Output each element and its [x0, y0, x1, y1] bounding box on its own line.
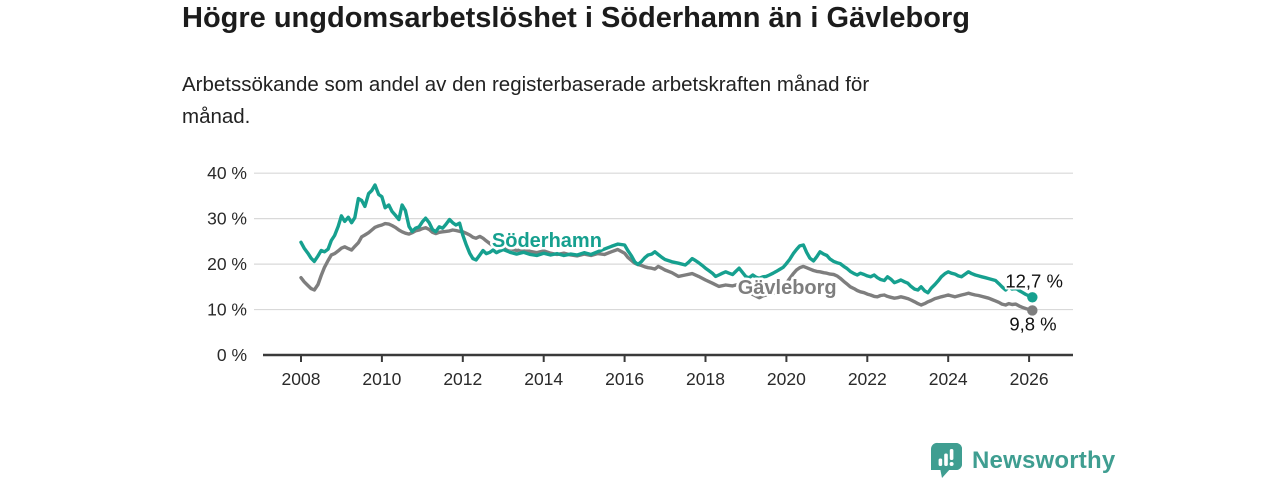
- y-tick-label: 40 %: [207, 163, 247, 183]
- y-tick-label: 20 %: [207, 254, 247, 274]
- soderhamn-end-dot: [1027, 292, 1038, 303]
- gavleborg-line: [299, 221, 1035, 313]
- gavleborg-inline-label: Gävleborg: [738, 277, 837, 299]
- chart-subtitle-line1: Arbetssökande som andel av den registerb…: [182, 73, 870, 96]
- bar-chart-speech-bubble-icon: [930, 442, 963, 479]
- newsworthy-logo[interactable]: Newsworthy: [930, 442, 1116, 479]
- x-tick-label: 2026: [1010, 369, 1049, 389]
- y-tick-label: 0 %: [217, 345, 247, 365]
- x-tick-label: 2018: [686, 369, 725, 389]
- soderhamn-line: [299, 183, 1035, 299]
- x-tick-label: 2010: [362, 369, 401, 389]
- x-tick-label: 2022: [848, 369, 887, 389]
- x-tick-label: 2008: [282, 369, 321, 389]
- gavleborg-value-label: 9,8 %: [1009, 313, 1056, 334]
- chart-title: Högre ungdomsarbetslöshet i Söderhamn än…: [182, 2, 970, 34]
- y-tick-label: 30 %: [207, 209, 247, 229]
- y-tick-label: 10 %: [207, 300, 247, 320]
- x-tick-label: 2024: [929, 369, 968, 389]
- chart-subtitle: Arbetssökande som andel av den registerb…: [182, 69, 1082, 133]
- gavleborg-end-dot: [1027, 305, 1038, 316]
- x-tick-label: 2016: [605, 369, 644, 389]
- x-tick-label: 2014: [524, 369, 563, 389]
- soderhamn-value-label: 12,7 %: [1005, 270, 1063, 291]
- soderhamn-inline-label: Söderhamn: [492, 230, 602, 252]
- newsworthy-brand-text: Newsworthy: [972, 446, 1116, 474]
- x-tick-label: 2020: [767, 369, 806, 389]
- chart-subtitle-line2: månad.: [182, 105, 251, 128]
- x-tick-label: 2012: [443, 369, 482, 389]
